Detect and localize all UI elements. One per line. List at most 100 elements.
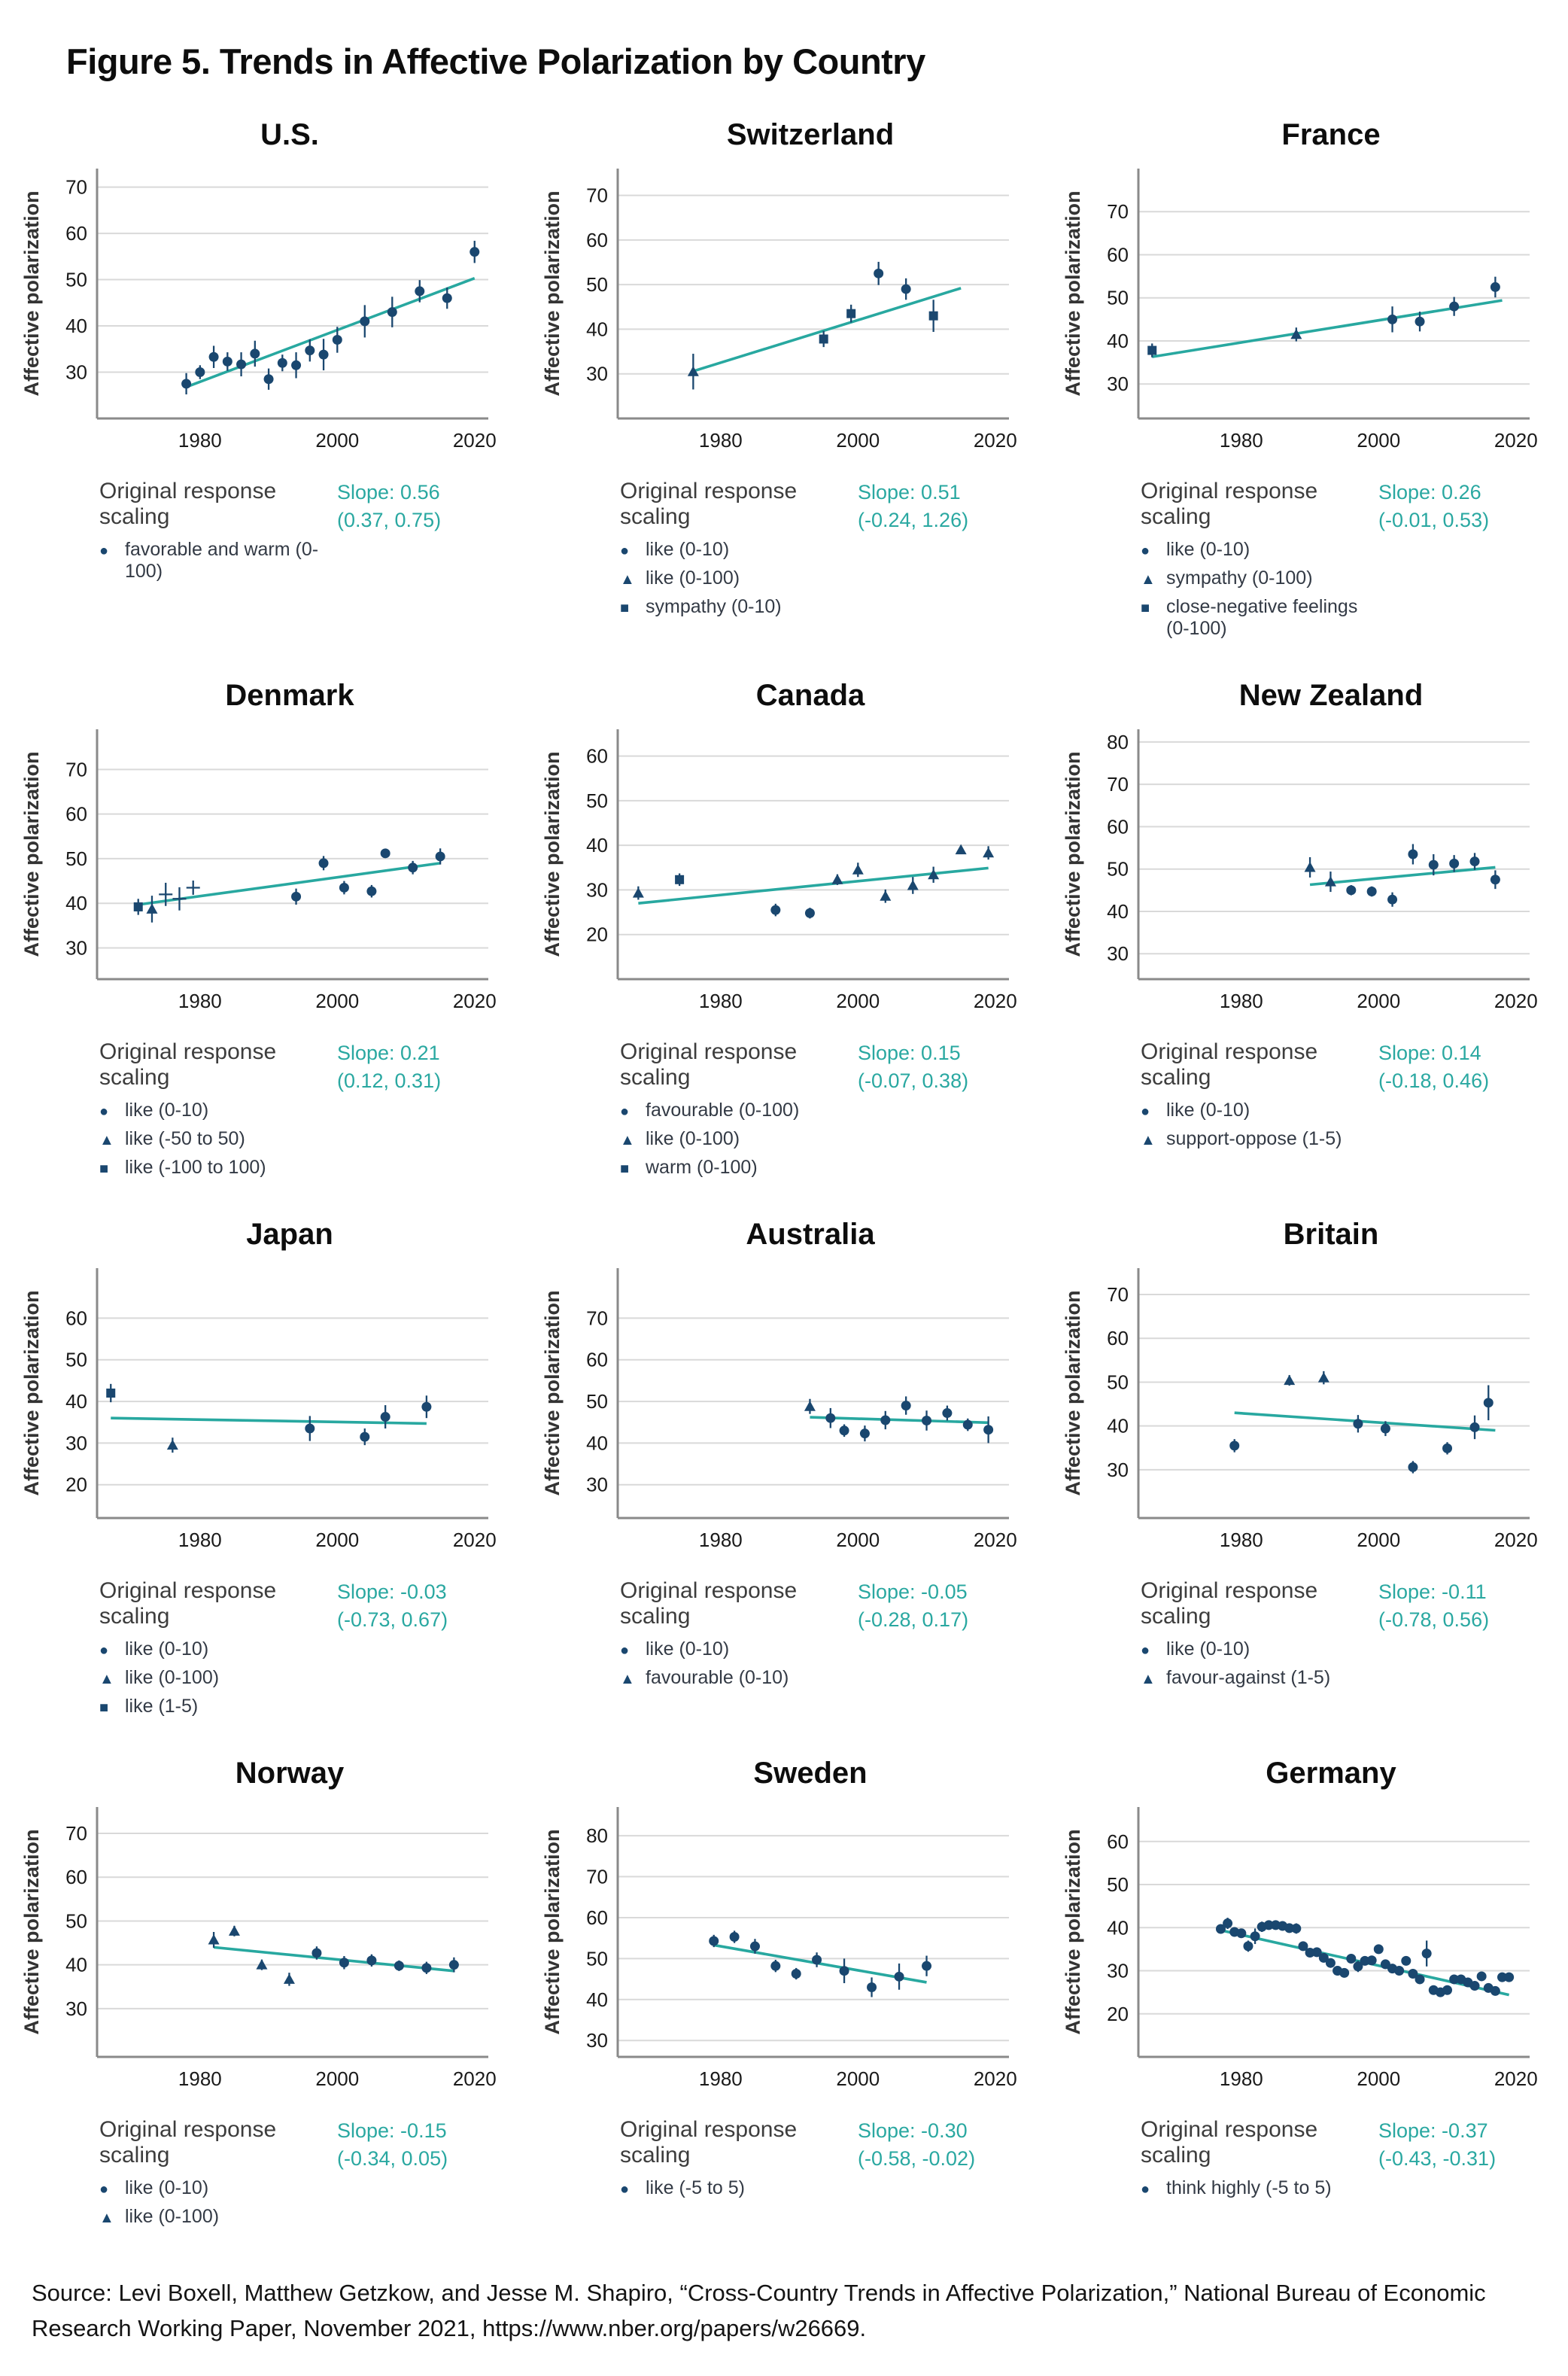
legend-item-label: like (-100 to 100): [125, 1157, 266, 1178]
trend-line: [138, 862, 441, 906]
data-point-circle: [318, 349, 329, 360]
trend-line: [1309, 866, 1496, 887]
slope-annotation: Slope: 0.51 (-0.24, 1.26): [858, 479, 968, 535]
data-point-circle: [1504, 1972, 1515, 1982]
y-tick-label: 60: [65, 803, 87, 826]
data-point-circle: [195, 367, 205, 378]
legend-items: ● like (-5 to 5): [620, 2177, 847, 2199]
y-tick-label: 30: [65, 1997, 87, 2020]
data-point-circle: [442, 293, 452, 303]
data-point-circle: [1325, 1958, 1336, 1968]
data-point-circle: [1346, 885, 1357, 896]
x-tick-label: 1980: [178, 990, 222, 1012]
panel-title: Canada: [755, 679, 865, 712]
data-point-circle: [804, 908, 815, 918]
y-tick-label: 30: [65, 937, 87, 960]
legend-item: ● like (0-10): [620, 1638, 847, 1660]
slope-annotation: Slope: 0.26 (-0.01, 0.53): [1378, 479, 1489, 535]
y-tick-label: 60: [65, 1307, 87, 1329]
data-point-circle: [729, 1932, 740, 1942]
slope-annotation: Slope: 0.21 (0.12, 0.31): [337, 1039, 441, 1096]
panel-title: Australia: [746, 1218, 875, 1251]
legend-block: Original response scaling ● like (0-10) ▲ s…: [1141, 1039, 1368, 1150]
x-tick-label: 2020: [453, 2067, 497, 2090]
y-tick-label: 40: [65, 1954, 87, 1976]
data-point-circle: [1469, 1981, 1480, 1991]
y-tick-label: 30: [586, 2029, 608, 2052]
legend-title: Original response scaling: [99, 1039, 277, 1090]
x-tick-label: 2020: [1494, 1529, 1538, 1551]
data-point-triangle: [928, 869, 940, 880]
x-tick-label: 1980: [1220, 2067, 1263, 2090]
y-tick-label: 70: [586, 184, 608, 207]
legend-items: ● favourable (0-100) ▲ like (0-100) ■ warm (0…: [620, 1100, 847, 1179]
data-point-circle: [942, 1408, 953, 1419]
slope-value: Slope: 0.51: [858, 481, 961, 503]
data-point-circle: [1449, 1974, 1460, 1985]
legend-item-label: like (0-10): [125, 1100, 209, 1121]
legend-block: Original response scaling ● like (0-10) ▲ l…: [99, 1039, 327, 1179]
data-point-circle: [263, 374, 274, 385]
y-axis-label: Affective polarization: [20, 751, 43, 957]
legend-items: ● like (0-10) ▲ support-oppose (1-5): [1141, 1100, 1368, 1150]
triangle-marker-icon: ▲: [1141, 1132, 1156, 1148]
data-point-circle: [1415, 316, 1425, 327]
legend-item: ● like (0-10): [99, 1100, 327, 1121]
x-tick-label: 2000: [315, 1529, 359, 1551]
y-tick-label: 40: [1107, 1916, 1129, 1939]
data-point-circle: [394, 1961, 404, 1971]
y-axis-label: Affective polarization: [20, 1829, 43, 2034]
y-tick-label: 50: [65, 1909, 87, 1932]
panel-denmark: Denmark 30 40 50 60 70 1980 2000 2020 Affective …: [3, 662, 524, 1179]
y-axis-label: Affective polarization: [541, 1829, 564, 2034]
legend-item: ■ close-negative feelings (0-100): [1141, 596, 1368, 640]
legend-item: ● like (0-10): [1141, 1638, 1368, 1660]
chart-denmark: 30 40 50 60 70 1980 2000 2020 Affective polariza…: [20, 729, 497, 1012]
slope-annotation: Slope: 0.56 (0.37, 0.75): [337, 479, 441, 535]
panel-sweden: Sweden 30 40 50 60 70 80 1980 2000 2020 Affective…: [524, 1740, 1044, 2228]
x-tick-label: 2000: [836, 429, 880, 452]
data-point-circle: [380, 848, 390, 859]
data-point-circle: [1380, 1423, 1390, 1434]
legend-items: ● like (0-10) ▲ favour-against (1-5): [1141, 1638, 1368, 1689]
panel-norway: Norway 30 40 50 60 70 1980 2000 2020 Affective p…: [3, 1740, 524, 2228]
legend-item-label: like (0-100): [646, 567, 740, 589]
legend-title: Original response scaling: [620, 1578, 798, 1629]
x-tick-label: 2000: [836, 990, 880, 1012]
legend-item: ■ like (-100 to 100): [99, 1157, 327, 1179]
data-point-circle: [749, 1941, 760, 1952]
triangle-marker-icon: ▲: [99, 1132, 114, 1148]
chart-japan: 20 30 40 50 60 1980 2000 2020 Affective polariza…: [20, 1268, 497, 1551]
data-point-circle: [812, 1955, 822, 1965]
data-point-circle: [1469, 1422, 1480, 1432]
chart-canada: 20 30 40 50 60 1980 2000 2020 Affective polariza…: [541, 729, 1017, 1012]
square-marker-icon: ■: [1141, 600, 1150, 616]
data-point-circle: [1250, 1931, 1260, 1942]
data-point-circle: [305, 1423, 315, 1434]
legend-row: Original response scaling ● favourable (0…: [620, 1039, 1044, 1179]
legend-item-label: like (0-100): [646, 1128, 740, 1149]
slope-ci: (-0.78, 0.56): [1378, 1608, 1490, 1632]
x-tick-label: 1980: [699, 2067, 743, 2090]
data-point-square: [675, 875, 685, 884]
x-tick-label: 2020: [974, 429, 1017, 452]
y-tick-label: 60: [1107, 1830, 1129, 1853]
y-tick-label: 40: [65, 892, 87, 914]
y-tick-label: 50: [65, 1349, 87, 1371]
panel-germany: Germany 20 30 40 50 60 1980 2000 2020 Affective …: [1044, 1740, 1565, 2228]
y-tick-label: 60: [1107, 815, 1129, 838]
data-point-circle: [1497, 1972, 1508, 1982]
slope-value: Slope: 0.14: [1378, 1042, 1481, 1064]
circle-marker-icon: ●: [1141, 2181, 1150, 2198]
data-point-square: [846, 309, 856, 318]
data-point-circle: [1387, 314, 1398, 324]
data-point-circle: [901, 284, 911, 294]
y-tick-label: 40: [1107, 1415, 1129, 1437]
data-point-circle: [311, 1948, 322, 1958]
square-marker-icon: ■: [99, 1699, 109, 1716]
legend-title: Original response scaling: [99, 2117, 277, 2168]
data-point-circle: [709, 1936, 719, 1946]
y-axis-label: Affective polarization: [1062, 1290, 1084, 1495]
data-point-circle: [469, 247, 480, 257]
chart-norway: 30 40 50 60 70 1980 2000 2020 Affective polariza…: [20, 1807, 497, 2090]
